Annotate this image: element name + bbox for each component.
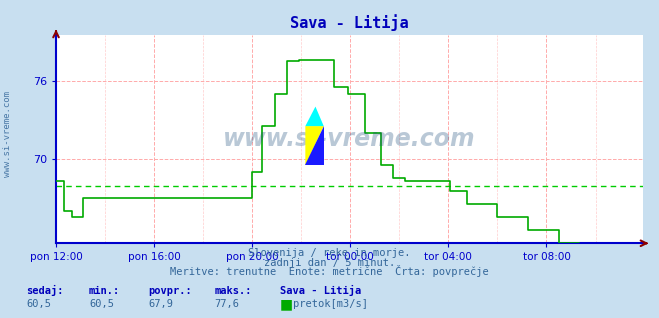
Text: 67,9: 67,9 xyxy=(148,299,173,309)
Text: 77,6: 77,6 xyxy=(214,299,239,309)
Polygon shape xyxy=(305,126,324,165)
Text: Slovenija / reke in morje.: Slovenija / reke in morje. xyxy=(248,248,411,258)
Text: 60,5: 60,5 xyxy=(89,299,114,309)
Text: pretok[m3/s]: pretok[m3/s] xyxy=(293,299,368,309)
Polygon shape xyxy=(305,126,324,165)
Text: zadnji dan / 5 minut.: zadnji dan / 5 minut. xyxy=(264,258,395,267)
Text: maks.:: maks.: xyxy=(214,286,252,296)
Text: povpr.:: povpr.: xyxy=(148,286,192,296)
Text: sedaj:: sedaj: xyxy=(26,285,64,296)
Text: Meritve: trenutne  Enote: metrične  Črta: povprečje: Meritve: trenutne Enote: metrične Črta: … xyxy=(170,265,489,277)
Text: 60,5: 60,5 xyxy=(26,299,51,309)
Text: min.:: min.: xyxy=(89,286,120,296)
Text: www.si-vreme.com: www.si-vreme.com xyxy=(3,91,13,176)
Text: ■: ■ xyxy=(280,297,293,311)
Polygon shape xyxy=(305,107,324,126)
Text: Sava - Litija: Sava - Litija xyxy=(280,285,361,296)
Title: Sava - Litija: Sava - Litija xyxy=(290,14,409,31)
Text: www.si-vreme.com: www.si-vreme.com xyxy=(223,127,476,151)
